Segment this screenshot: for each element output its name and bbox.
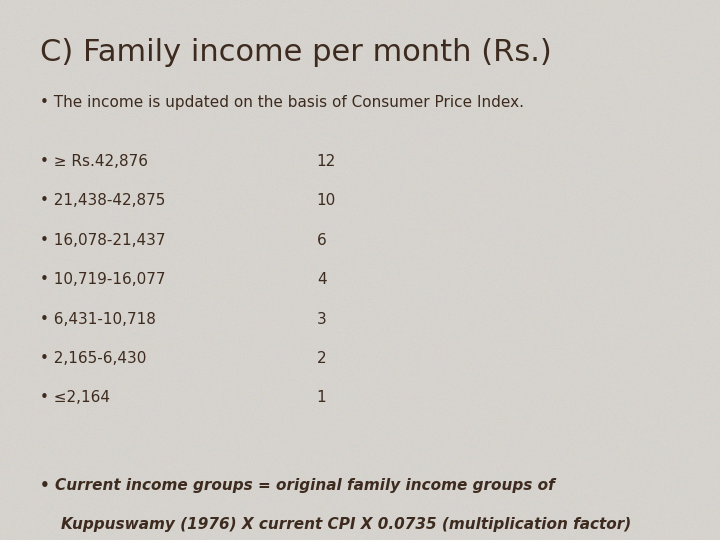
Text: • 10,719-16,077: • 10,719-16,077 [40,272,165,287]
Text: • 21,438-42,875: • 21,438-42,875 [40,193,165,208]
Text: • 6,431-10,718: • 6,431-10,718 [40,312,156,327]
Text: • 16,078-21,437: • 16,078-21,437 [40,233,165,248]
Text: 10: 10 [317,193,336,208]
Text: Kuppuswamy (1976) X current CPI X 0.0735 (multiplication factor): Kuppuswamy (1976) X current CPI X 0.0735… [61,517,631,532]
Text: 4: 4 [317,272,326,287]
Text: • The income is updated on the basis of Consumer Price Index.: • The income is updated on the basis of … [40,94,523,110]
Text: 1: 1 [317,390,326,406]
Text: 6: 6 [317,233,327,248]
Text: 12: 12 [317,154,336,169]
Text: 3: 3 [317,312,327,327]
Text: 2: 2 [317,351,326,366]
Text: • ≤2,164: • ≤2,164 [40,390,109,406]
Text: • Current income groups = original family income groups of: • Current income groups = original famil… [40,478,554,493]
Text: • 2,165-6,430: • 2,165-6,430 [40,351,146,366]
Text: C) Family income per month (Rs.): C) Family income per month (Rs.) [40,38,552,67]
Text: • ≥ Rs.42,876: • ≥ Rs.42,876 [40,154,148,169]
